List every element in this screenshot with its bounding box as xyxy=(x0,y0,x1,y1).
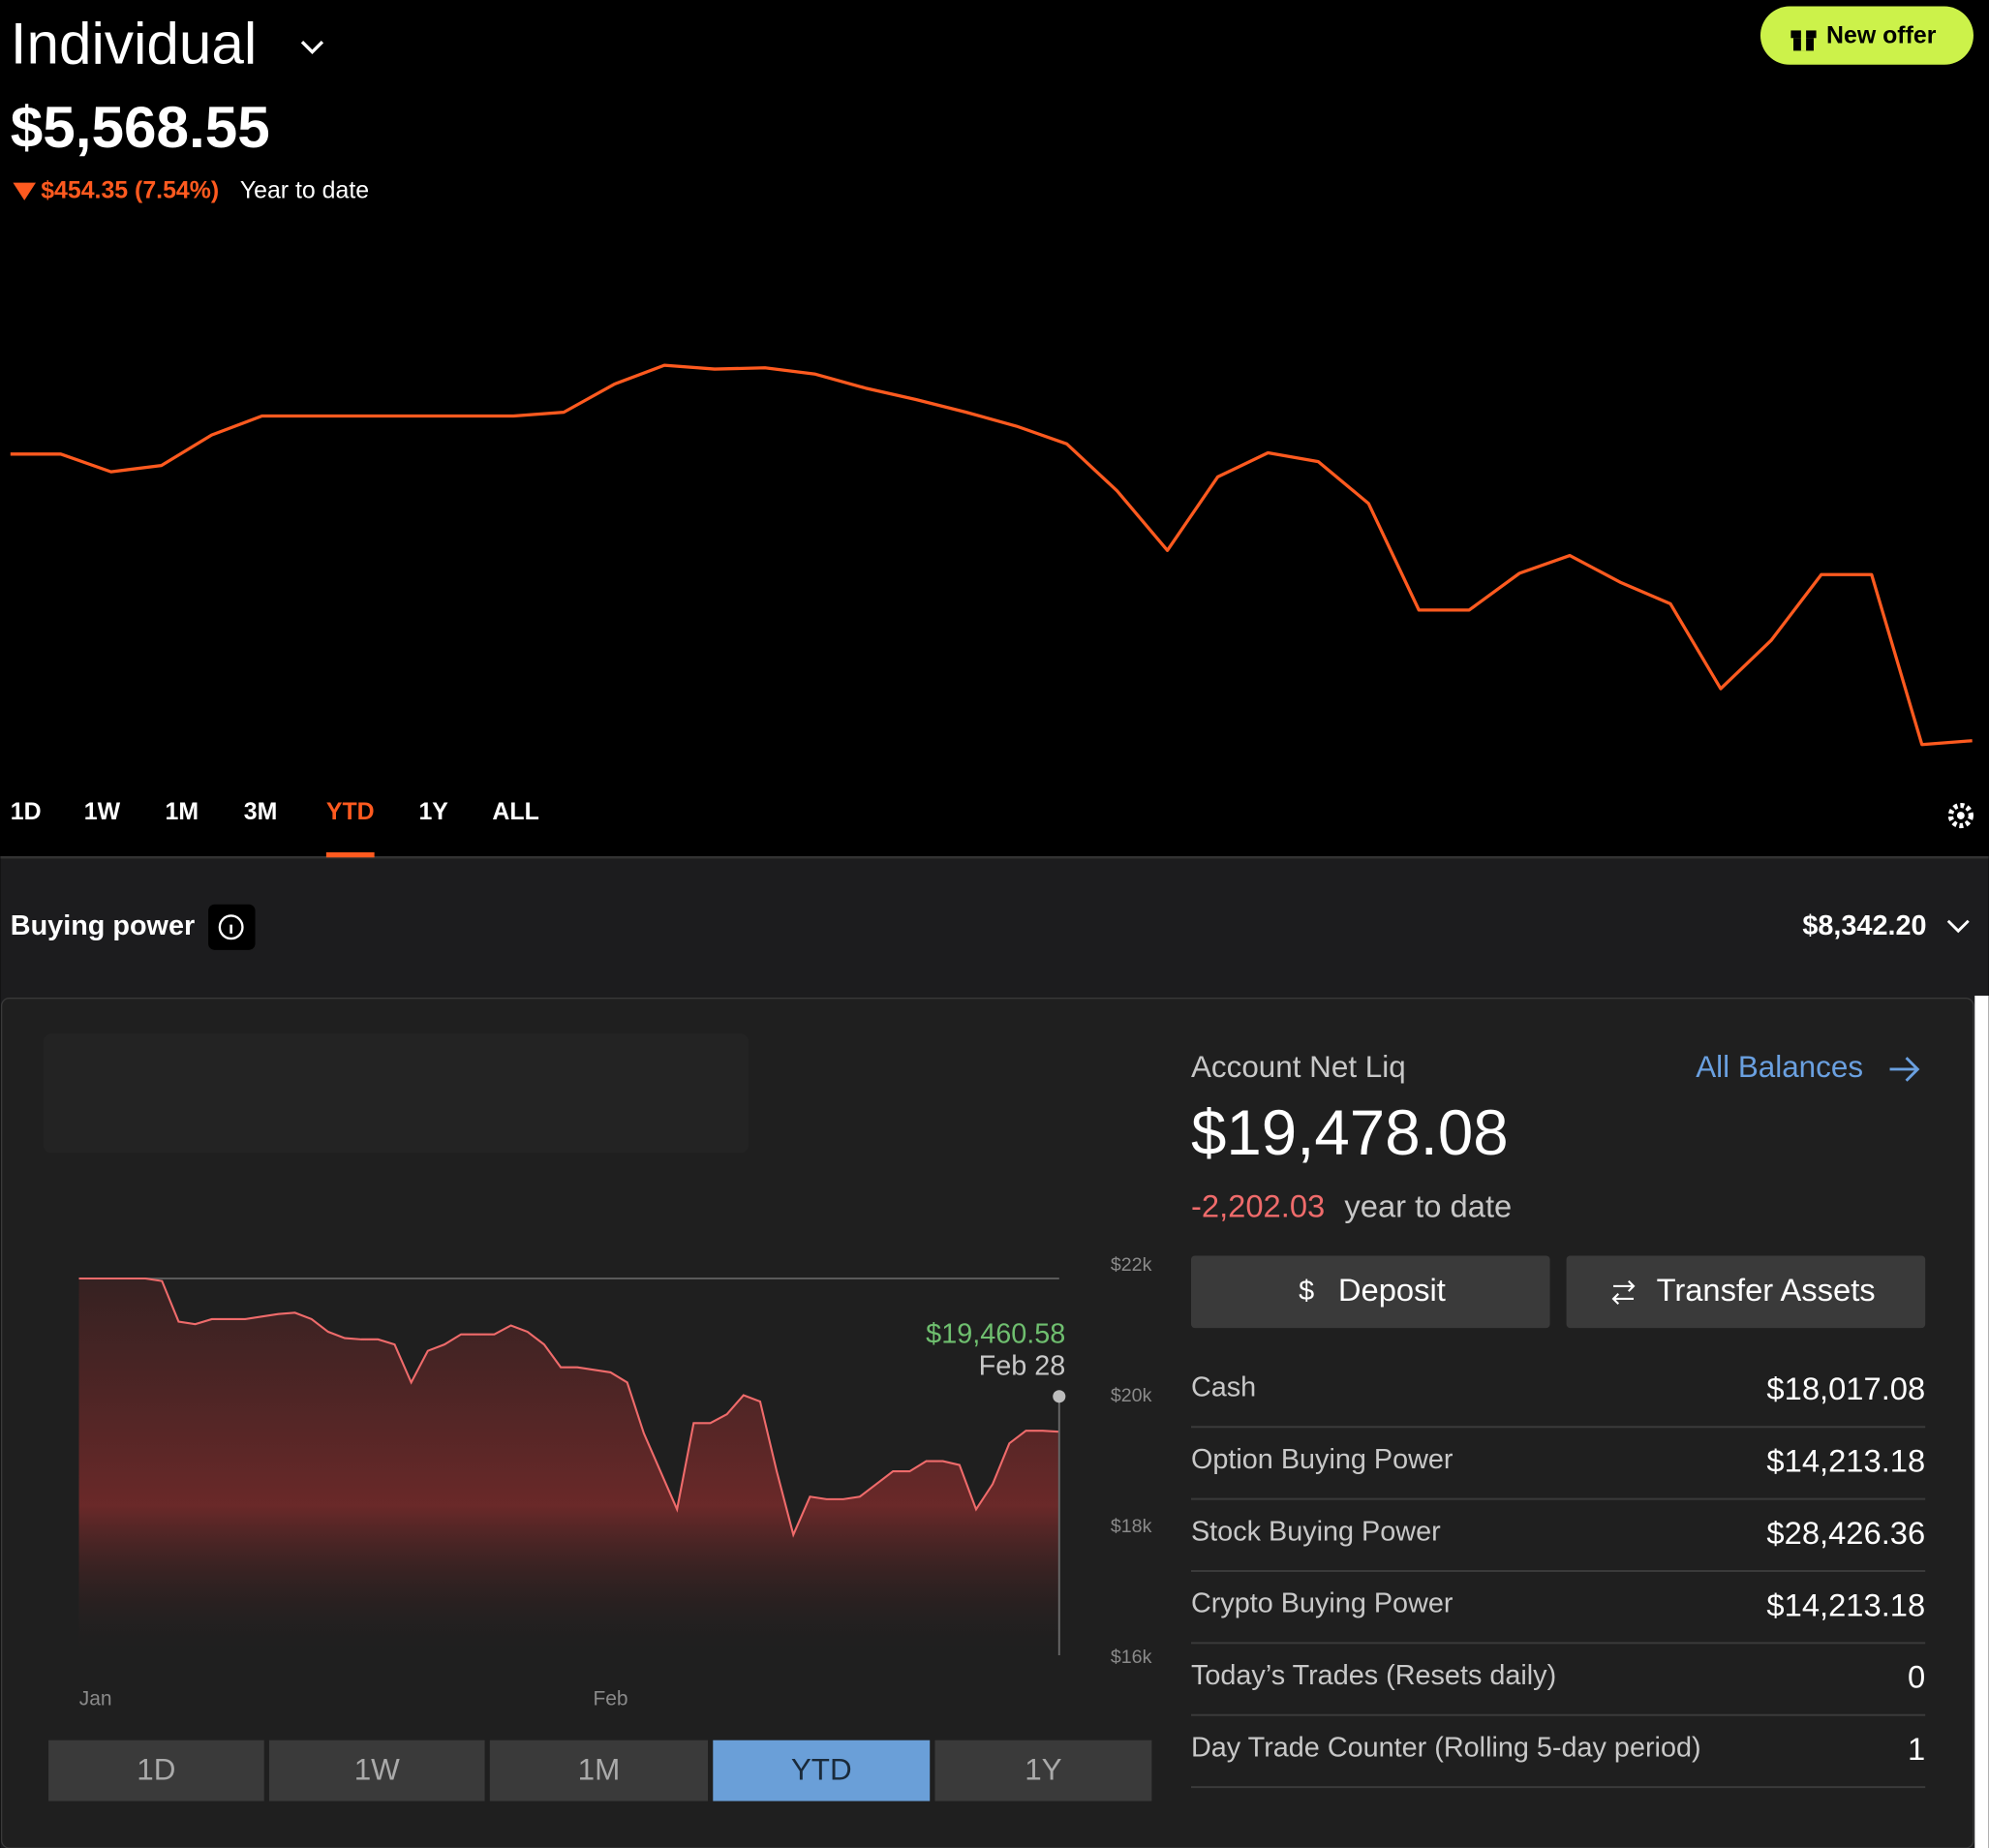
range-tab[interactable]: YTD xyxy=(326,798,375,825)
y-tick-label: $16k xyxy=(1111,1647,1152,1668)
net-liq-line xyxy=(78,1277,1059,1538)
chart-tabs: 1D 1W 1M YTD 1Y xyxy=(48,1740,1152,1802)
tooltip-value: $19,460.58 xyxy=(926,1319,1065,1350)
chart-tab[interactable] xyxy=(48,1740,264,1802)
chevron[interactable] xyxy=(300,41,324,55)
row-value: $14,213.18 xyxy=(1766,1586,1925,1622)
row-value: $18,017.08 xyxy=(1766,1371,1925,1406)
range-tab[interactable]: 1M xyxy=(166,798,199,825)
deposit-button[interactable] xyxy=(1190,1255,1550,1329)
all-balances-link[interactable]: All Balances xyxy=(1696,1050,1863,1084)
transfer-button[interactable] xyxy=(1566,1255,1926,1329)
tooltip-date: Feb 28 xyxy=(979,1350,1066,1381)
range-tab[interactable]: 3M xyxy=(244,798,278,825)
chart-tab-label[interactable]: YTD xyxy=(791,1753,852,1787)
row-label: Today’s Trades (Resets daily) xyxy=(1191,1660,1556,1691)
portfolio-line xyxy=(10,363,1973,747)
row-value: $14,213.18 xyxy=(1766,1443,1925,1479)
range-tab[interactable]: ALL xyxy=(492,798,538,825)
dollar-icon: $ xyxy=(1299,1276,1314,1307)
chart-tab-label[interactable]: 1D xyxy=(137,1753,175,1787)
chart-tab[interactable] xyxy=(489,1740,709,1802)
area xyxy=(78,1278,1059,1658)
account-name[interactable]: Individual xyxy=(11,11,257,77)
range-tabs: 1D 1W 1M 3M YTD 1Y ALL xyxy=(11,798,539,858)
y-tick-label: $22k xyxy=(1111,1254,1152,1276)
range-tab[interactable]: 1Y xyxy=(418,798,448,825)
row-label: Crypto Buying Power xyxy=(1191,1588,1454,1619)
chart-tab-label[interactable]: 1Y xyxy=(1025,1753,1061,1787)
row-value: 0 xyxy=(1908,1659,1925,1695)
change: $454.35 (7.54%) xyxy=(41,176,219,203)
x-tick-label: Jan xyxy=(79,1687,112,1709)
chart-tab[interactable] xyxy=(713,1740,931,1802)
info-icon xyxy=(218,914,244,940)
transfer-icon xyxy=(1611,1279,1636,1305)
buying-power-label: Buying power xyxy=(11,910,195,941)
placeholder xyxy=(43,1033,749,1154)
net-liq-title: Account Net Liq xyxy=(1191,1050,1406,1084)
down-arrow xyxy=(13,182,36,200)
chevron[interactable] xyxy=(1946,919,1970,934)
chart-tab-label[interactable]: 1M xyxy=(578,1753,621,1787)
range-tab[interactable]: 1W xyxy=(84,798,121,825)
row-label: Option Buying Power xyxy=(1191,1444,1454,1475)
chart-tab-label[interactable]: 1W xyxy=(354,1753,400,1787)
gift-icon xyxy=(1790,25,1817,51)
edge xyxy=(1974,995,1989,1848)
settings-icon[interactable] xyxy=(1947,802,1974,829)
chart-tab[interactable] xyxy=(268,1740,485,1802)
deposit-label[interactable]: Deposit xyxy=(1338,1272,1446,1308)
balance-rows: Cash $18,017.08 Option Buying Power $14,213… xyxy=(1190,1371,1925,1789)
buying-power-value[interactable]: $8,342.20 xyxy=(1802,910,1926,941)
row-value: $28,426.36 xyxy=(1766,1515,1925,1551)
x-tick-label: Feb xyxy=(593,1687,627,1709)
row-label: Cash xyxy=(1191,1372,1256,1403)
chart-tab[interactable] xyxy=(934,1740,1152,1802)
range-tab[interactable]: 1D xyxy=(11,798,42,825)
balance: $5,568.55 xyxy=(11,94,270,160)
transfer-label[interactable]: Transfer Assets xyxy=(1657,1272,1876,1308)
y-tick-label: $20k xyxy=(1111,1385,1152,1406)
net-liq-value: $19,478.08 xyxy=(1191,1097,1509,1168)
row-label: Day Trade Counter (Rolling 5-day period) xyxy=(1191,1732,1701,1763)
net-liq-period: year to date xyxy=(1344,1188,1512,1224)
change-period: Year to date xyxy=(240,176,369,203)
arrow-icon[interactable] xyxy=(1889,1057,1920,1082)
net-liq-change: -2,202.03 xyxy=(1191,1188,1325,1224)
row-value: 1 xyxy=(1908,1731,1925,1767)
row-label: Stock Buying Power xyxy=(1191,1516,1441,1547)
cursor-dot xyxy=(1053,1390,1066,1403)
offer-label[interactable]: New offer xyxy=(1826,22,1937,49)
y-tick-label: $18k xyxy=(1111,1516,1152,1537)
active-underline xyxy=(325,852,375,858)
